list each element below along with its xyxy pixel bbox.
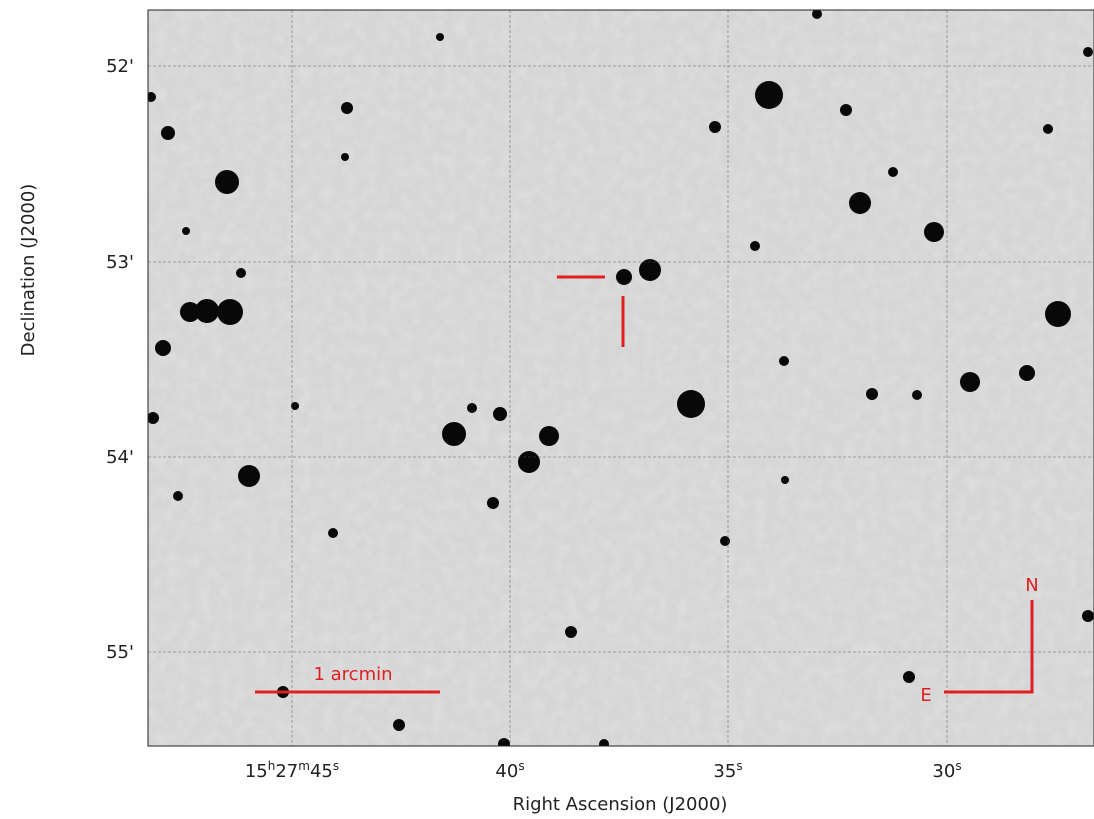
star: [866, 388, 878, 400]
star: [912, 390, 922, 400]
star: [599, 739, 609, 749]
x-tick-label: 35s: [713, 759, 742, 782]
star: [709, 121, 721, 133]
star: [180, 302, 200, 322]
star: [1045, 301, 1071, 327]
scale-label: 1 arcmin: [313, 664, 392, 685]
x-tick-label: 40s: [495, 759, 524, 782]
tick-number: 15: [245, 761, 268, 782]
star: [1083, 47, 1093, 57]
tick-unit: m: [298, 759, 310, 773]
star: [436, 33, 444, 41]
star: [173, 491, 183, 501]
star: [924, 222, 944, 242]
star: [182, 227, 190, 235]
star: [539, 426, 559, 446]
star: [960, 372, 980, 392]
tick-number: 45: [310, 761, 333, 782]
star: [849, 192, 871, 214]
star: [616, 269, 632, 285]
star: [888, 167, 898, 177]
star: [1082, 610, 1094, 622]
north-label: N: [1025, 575, 1038, 596]
star: [442, 422, 466, 446]
star: [147, 412, 159, 424]
star: [238, 465, 260, 487]
finder-chart: 1 arcmin N E Right Ascension (J2000) Dec…: [0, 0, 1094, 819]
tick-unit: s: [518, 759, 524, 773]
y-tick-label: 53': [106, 252, 134, 273]
star: [328, 528, 338, 538]
sky-image: [146, 9, 1094, 750]
star: [393, 719, 405, 731]
star: [341, 102, 353, 114]
x-tick-label: 15h27m45s: [245, 759, 339, 782]
star: [565, 626, 577, 638]
star: [215, 170, 239, 194]
tick-unit: s: [736, 759, 742, 773]
star: [341, 153, 349, 161]
star: [720, 536, 730, 546]
y-tick-label: 55': [106, 642, 134, 663]
star: [518, 451, 540, 473]
x-axis-label: Right Ascension (J2000): [513, 794, 728, 815]
star: [498, 738, 510, 750]
tick-number: 35: [713, 761, 736, 782]
star: [161, 126, 175, 140]
star: [779, 356, 789, 366]
star: [487, 497, 499, 509]
y-tick-label: 54': [106, 447, 134, 468]
tick-number: 27: [275, 761, 298, 782]
star: [467, 403, 477, 413]
y-tick-label: 52': [106, 56, 134, 77]
tick-unit: s: [955, 759, 961, 773]
star: [1019, 365, 1035, 381]
tick-unit: s: [333, 759, 339, 773]
star: [155, 340, 171, 356]
east-label: E: [920, 685, 931, 706]
star: [217, 299, 243, 325]
star: [236, 268, 246, 278]
tick-unit: h: [268, 759, 276, 773]
star: [493, 407, 507, 421]
tick-number: 30: [932, 761, 955, 782]
star: [750, 241, 760, 251]
star: [781, 476, 789, 484]
y-axis-label: Declination (J2000): [18, 184, 39, 357]
tick-number: 40: [495, 761, 518, 782]
star: [677, 390, 705, 418]
star: [755, 81, 783, 109]
star: [840, 104, 852, 116]
x-tick-label: 30s: [932, 759, 961, 782]
star: [1043, 124, 1053, 134]
star: [903, 671, 915, 683]
